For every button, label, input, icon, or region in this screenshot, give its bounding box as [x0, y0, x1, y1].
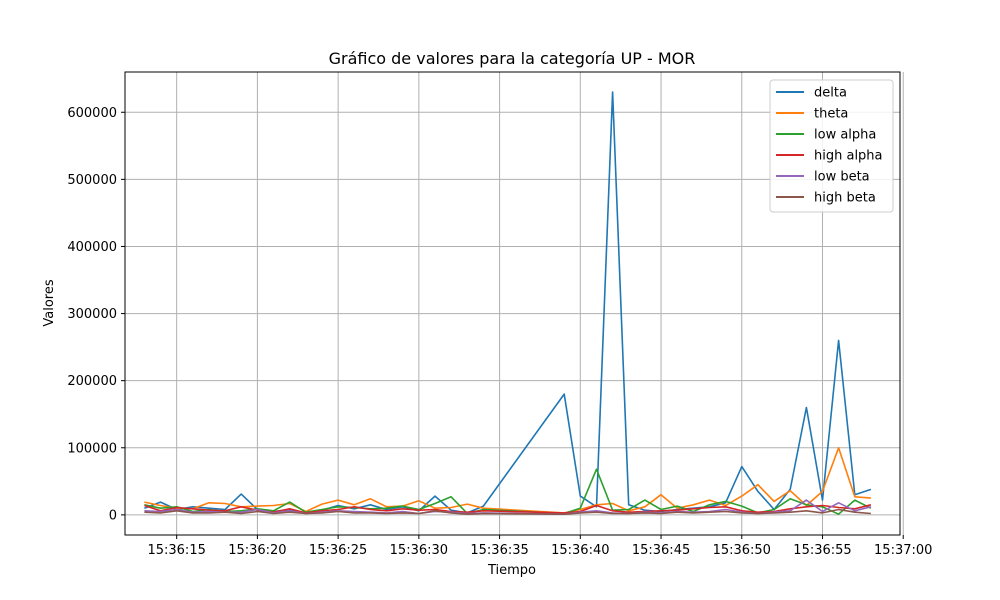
- x-tick-label: 15:36:25: [309, 543, 367, 558]
- chart-title: Gráfico de valores para la categoría UP …: [329, 49, 696, 68]
- y-tick-label: 300000: [67, 307, 117, 322]
- legend-label: theta: [814, 107, 848, 122]
- y-tick-label: 500000: [67, 173, 117, 188]
- x-tick-label: 15:37:00: [874, 543, 932, 558]
- legend-label: delta: [814, 86, 847, 101]
- y-tick-label: 100000: [67, 441, 117, 456]
- x-axis-ticks: 15:36:15 15:36:20 15:36:25 15:36:30 15:36:35…: [147, 535, 932, 558]
- legend-label: low alpha: [814, 128, 876, 143]
- y-tick-label: 600000: [67, 106, 117, 121]
- legend-label: high alpha: [814, 149, 883, 164]
- plot-frame: [124, 71, 901, 536]
- legend-label: low beta: [814, 170, 870, 185]
- x-tick-label: 15:36:50: [713, 543, 771, 558]
- x-tick-label: 15:36:35: [470, 543, 528, 558]
- x-tick-label: 15:36:40: [551, 543, 609, 558]
- x-tick-label: 15:36:45: [632, 543, 690, 558]
- x-axis-label: Tiempo: [487, 563, 536, 578]
- legend: delta theta low alpha high alpha low beta hig…: [769, 79, 894, 213]
- y-axis-label: Valores: [42, 279, 57, 326]
- x-tick-label: 15:36:15: [147, 543, 205, 558]
- x-tick-label: 15:36:55: [793, 543, 851, 558]
- legend-label: high beta: [814, 191, 876, 206]
- y-axis-ticks: 0 100000 200000 300000 400000 500000 600000: [67, 106, 125, 523]
- series-line-high-beta: [144, 508, 871, 516]
- x-tick-label: 15:36:20: [228, 543, 286, 558]
- series-line-theta: [144, 446, 871, 514]
- y-tick-label: 0: [109, 508, 117, 523]
- series-lines: [144, 91, 872, 516]
- x-tick-label: 15:36:30: [390, 543, 448, 558]
- y-tick-label: 400000: [67, 240, 117, 255]
- y-tick-label: 200000: [67, 374, 117, 389]
